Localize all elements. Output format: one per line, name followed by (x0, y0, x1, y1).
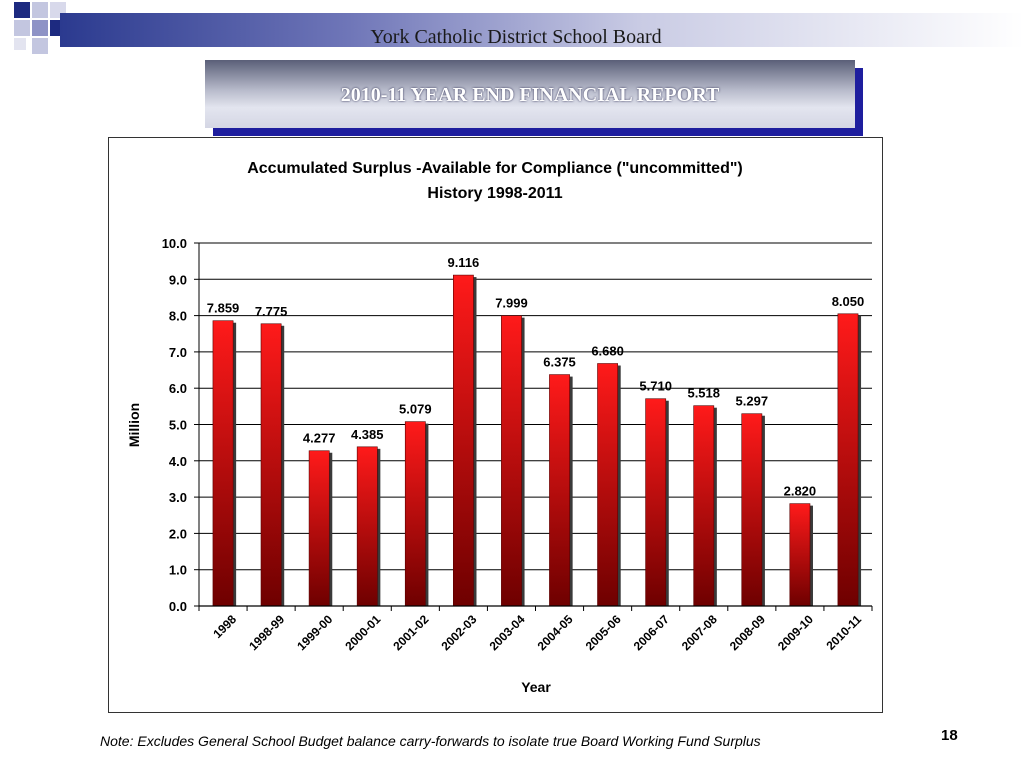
y-tick-label: 0.0 (169, 599, 187, 614)
x-tick-label: 2004-05 (535, 612, 576, 653)
org-name: York Catholic District School Board (370, 26, 662, 48)
x-tick-label: 2006-07 (631, 612, 672, 653)
y-tick-label: 8.0 (169, 309, 187, 324)
data-label: 8.050 (832, 294, 865, 309)
x-tick-label: 2001-02 (390, 612, 431, 653)
chart-subtitle: History 1998-2011 (427, 185, 562, 202)
data-label: 5.297 (736, 394, 769, 409)
report-title: 2010-11 YEAR END FINANCIAL REPORT (340, 84, 720, 106)
x-tick-label: 2009-10 (775, 612, 816, 653)
x-tick-label: 1998-99 (246, 612, 287, 653)
data-label: 6.680 (591, 344, 624, 359)
footnote: Note: Excludes General School Budget bal… (100, 733, 761, 749)
bar (404, 421, 426, 607)
plot-area: 0.0 1.0 2.0 3.0 4.0 5.0 6.0 7.0 8.0 9.0 10.0 7.859 1… (162, 236, 873, 653)
bar (308, 450, 330, 607)
data-label: 6.375 (543, 355, 576, 370)
y-tick-label: 7.0 (169, 345, 187, 360)
x-tick-label: 1999-00 (294, 612, 335, 653)
data-label: 7.859 (207, 301, 240, 316)
chart-title: Accumulated Surplus -Available for Compl… (247, 160, 743, 177)
bar (452, 274, 474, 607)
x-tick-label: 2002-03 (438, 612, 479, 653)
bar-chart: Accumulated Surplus -Available for Compl… (126, 160, 873, 695)
x-tick-label: 2010-11 (824, 612, 865, 653)
data-label: 4.277 (303, 431, 336, 446)
x-tick-label: 2005-06 (583, 612, 624, 653)
header-gradient-band (60, 13, 1024, 47)
bar (837, 313, 859, 607)
x-tick-label: 2008-09 (727, 612, 768, 653)
bar (356, 446, 378, 607)
y-tick-label: 9.0 (169, 272, 187, 287)
y-tick-label: 3.0 (169, 490, 187, 505)
bar (212, 320, 234, 607)
report-banner: 2010-11 YEAR END FINANCIAL REPORT (205, 60, 855, 128)
x-tick-label: 2007-08 (679, 612, 720, 653)
bar (693, 405, 715, 607)
data-label: 5.079 (399, 402, 432, 417)
y-tick-label: 5.0 (169, 418, 187, 433)
bar (645, 398, 667, 607)
y-axis-label: Million (126, 403, 142, 447)
y-tick-label: 10.0 (162, 236, 187, 251)
bar (549, 374, 570, 607)
bar (741, 413, 763, 607)
data-label: 9.116 (447, 255, 479, 270)
page-number: 18 (941, 727, 958, 744)
bar (789, 503, 811, 607)
bar (260, 323, 282, 607)
x-tick-label: 1998 (210, 612, 239, 641)
bar (501, 315, 522, 607)
x-tick-label: 2000-01 (342, 612, 383, 653)
y-tick-label: 6.0 (169, 381, 187, 396)
bar (597, 363, 619, 607)
data-label: 5.710 (639, 379, 672, 394)
data-label: 5.518 (687, 386, 720, 401)
y-tick-label: 1.0 (169, 563, 187, 578)
data-label: 7.775 (255, 304, 288, 319)
data-label: 2.820 (784, 484, 817, 499)
y-tick-label: 4.0 (169, 454, 187, 469)
x-axis-label: Year (521, 679, 551, 695)
x-tick-label: 2003-04 (487, 612, 528, 653)
data-label: 7.999 (495, 296, 528, 311)
chart-frame: Accumulated Surplus -Available for Compl… (108, 137, 883, 713)
y-tick-label: 2.0 (169, 526, 187, 541)
data-label: 4.385 (351, 427, 384, 442)
